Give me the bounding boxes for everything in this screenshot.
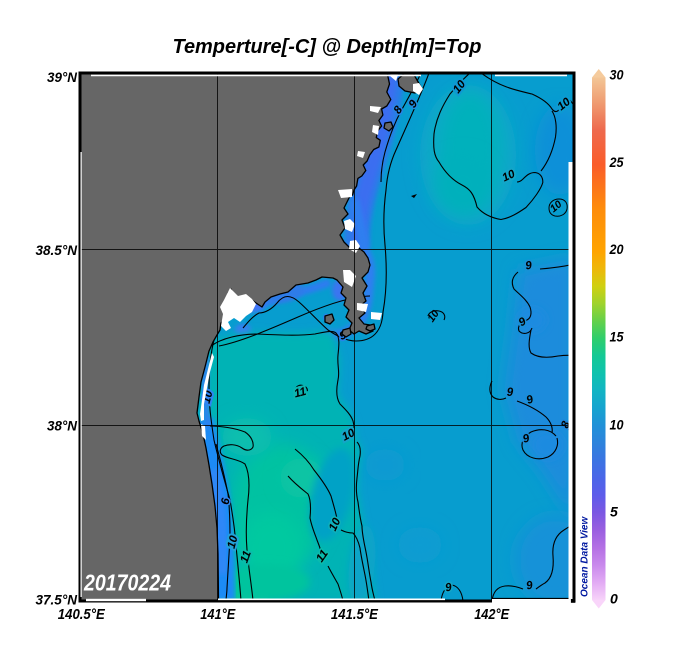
svg-text:10: 10 [226, 534, 241, 550]
svg-text:141°E: 141°E [200, 607, 236, 623]
svg-text:9: 9 [525, 579, 534, 592]
svg-text:9: 9 [444, 581, 453, 594]
svg-text:5: 5 [610, 504, 618, 520]
svg-text:38°N: 38°N [47, 418, 78, 434]
svg-text:9: 9 [507, 387, 514, 399]
svg-text:141.5°E: 141.5°E [331, 607, 379, 623]
svg-text:Temperture[-C] @ Depth[m]=Top: Temperture[-C] @ Depth[m]=Top [173, 35, 482, 58]
svg-text:10: 10 [610, 417, 624, 433]
svg-text:20: 20 [609, 241, 624, 257]
svg-text:15: 15 [610, 329, 624, 345]
svg-text:142°E: 142°E [474, 607, 510, 623]
svg-text:11: 11 [293, 386, 308, 401]
svg-text:Ocean Data View: Ocean Data View [580, 516, 591, 597]
svg-text:6: 6 [220, 497, 233, 506]
svg-text:30: 30 [610, 67, 624, 83]
svg-text:9: 9 [525, 260, 534, 273]
svg-text:39°N: 39°N [47, 69, 78, 85]
svg-text:38.5°N: 38.5°N [36, 242, 78, 258]
svg-text:25: 25 [609, 154, 624, 170]
svg-text:20170224: 20170224 [83, 570, 171, 596]
svg-text:140.5°E: 140.5°E [58, 607, 106, 623]
svg-text:0: 0 [610, 591, 618, 607]
svg-text:37.5°N: 37.5°N [36, 592, 78, 608]
